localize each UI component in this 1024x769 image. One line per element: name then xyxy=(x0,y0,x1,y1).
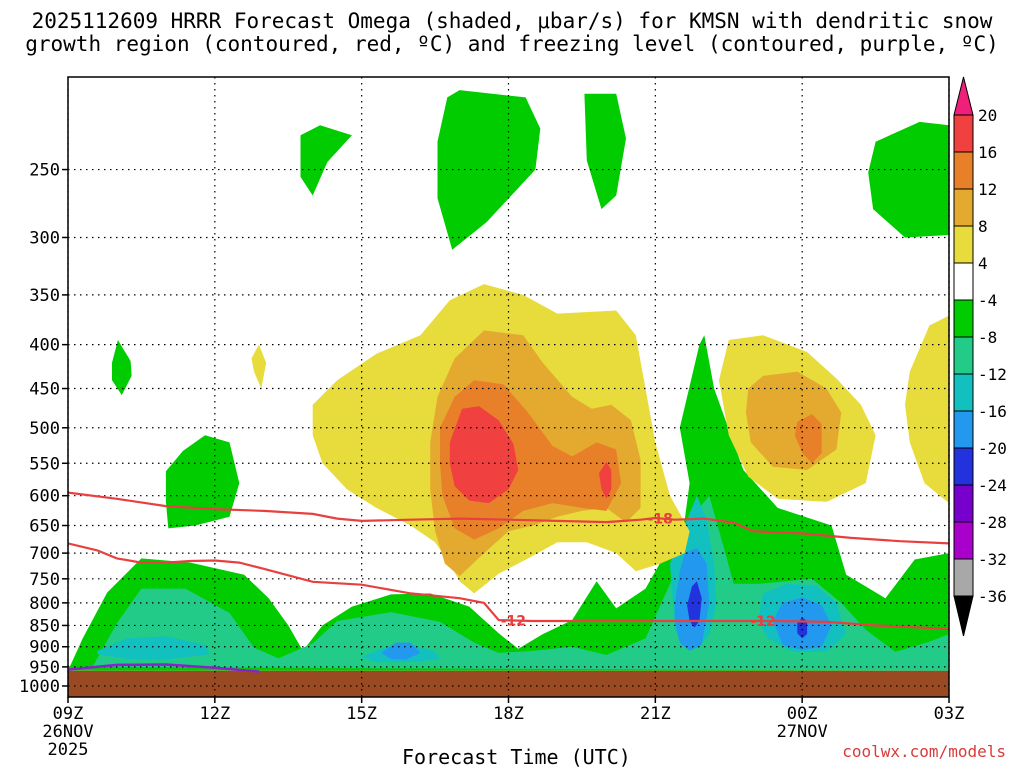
omega-region-16 xyxy=(797,617,808,639)
y-tick-label-1: 300 xyxy=(29,228,60,248)
omega-region-0 xyxy=(300,125,352,196)
y-tick-label-8: 650 xyxy=(29,517,60,537)
omega-region-24 xyxy=(794,414,822,464)
omega-region-2 xyxy=(584,93,626,210)
x-tick-year-0: 2025 xyxy=(48,740,89,760)
omega-shading xyxy=(68,90,949,671)
colorbar-label-1: 16 xyxy=(978,143,997,162)
omega-region-7 xyxy=(92,495,949,671)
colorbar-swatch-9 xyxy=(953,410,974,449)
colorbar-label-4: 4 xyxy=(978,254,988,273)
colorbar-swatch-13 xyxy=(953,558,974,597)
y-tick-label-9: 700 xyxy=(29,544,60,564)
colorbar-label-3: 8 xyxy=(978,217,988,236)
colorbar: 20 16 12 8 4 -4 -8 -12 -16 -20 -24 -28 -32 -36 xyxy=(953,76,1007,637)
omega-region-8 xyxy=(97,636,210,660)
colorbar-top-arrow xyxy=(953,76,974,116)
omega-region-15 xyxy=(687,581,702,628)
colorbar-label-13: -36 xyxy=(978,587,1007,606)
y-tick-label-5: 500 xyxy=(29,419,60,439)
x-tick-label-4: 21Z xyxy=(640,704,671,724)
contour-lines: -18 -12 -12 xyxy=(68,491,949,673)
colorbar-label-5: -4 xyxy=(978,291,997,310)
colorbar-swatch-12 xyxy=(953,521,974,560)
colorbar-label-6: -8 xyxy=(978,328,997,347)
x-tick-label-5: 00Z xyxy=(787,704,818,724)
omega-region-5 xyxy=(165,435,240,529)
dendritic-contour-label-0-0: -18 xyxy=(648,511,673,527)
colorbar-swatch-7 xyxy=(953,336,974,375)
y-tick-label-7: 600 xyxy=(29,487,60,507)
colorbar-swatch-2 xyxy=(953,151,974,190)
colorbar-swatch-11 xyxy=(953,484,974,523)
y-tick-label-3: 400 xyxy=(29,336,60,356)
y-tick-label-13: 900 xyxy=(29,638,60,658)
colorbar-swatch-3 xyxy=(953,188,974,227)
colorbar-label-7: -12 xyxy=(978,365,1007,384)
omega-region-20 xyxy=(905,315,949,504)
colorbar-swatch-10 xyxy=(953,447,974,486)
x-tick-label-3: 18Z xyxy=(493,704,524,724)
omega-region-25 xyxy=(449,406,519,504)
x-axis-label: Forecast Time (UTC) xyxy=(402,745,631,769)
colorbar-bottom-arrow xyxy=(953,595,974,637)
x-tick-label-1: 12Z xyxy=(199,704,230,724)
chart-title-line-2: growth region (contoured, red, ºC) and f… xyxy=(25,32,999,56)
colorbar-label-10: -24 xyxy=(978,476,1007,495)
dendritic-contour-0 xyxy=(68,491,949,545)
colorbar-swatch-5 xyxy=(953,262,974,301)
y-tick-label-15: 1000 xyxy=(19,677,60,697)
y-tick-label-6: 550 xyxy=(29,454,60,474)
x-tick-label-6: 03Z xyxy=(934,704,965,724)
omega-region-4 xyxy=(112,340,132,396)
y-tick-label-2: 350 xyxy=(29,286,60,306)
x-tick-date-5: 27NOV xyxy=(777,722,828,742)
y-tick-label-11: 800 xyxy=(29,594,60,614)
dendritic-contour-1 xyxy=(68,542,949,630)
colorbar-swatch-1 xyxy=(953,114,974,153)
colorbar-swatch-8 xyxy=(953,373,974,412)
y-tick-label-14: 950 xyxy=(29,658,60,678)
colorbar-swatch-6 xyxy=(953,299,974,338)
x-tick-label-2: 15Z xyxy=(346,704,377,724)
colorbar-label-12: -32 xyxy=(978,550,1007,569)
chart-title-line-1: 2025112609 HRRR Forecast Omega (shaded, … xyxy=(31,9,993,33)
dendritic-contour-label-1-1: -12 xyxy=(750,614,775,630)
colorbar-swatch-4 xyxy=(953,225,974,264)
y-tick-label-10: 750 xyxy=(29,570,60,590)
y-tick-label-12: 850 xyxy=(29,616,60,636)
credit-link[interactable]: coolwx.com/models xyxy=(842,742,1006,761)
freezing-level-contour xyxy=(68,663,260,673)
axes: 2503003504004505005506006507007508008509… xyxy=(19,161,964,760)
y-tick-label-4: 450 xyxy=(29,380,60,400)
colorbar-label-0: 20 xyxy=(978,106,997,125)
colorbar-label-8: -16 xyxy=(978,402,1007,421)
omega-region-18 xyxy=(251,344,267,389)
colorbar-label-2: 12 xyxy=(978,180,997,199)
dendritic-contour-label-1-0: -12 xyxy=(501,614,526,630)
colorbar-label-9: -20 xyxy=(978,439,1007,458)
omega-region-3 xyxy=(868,121,949,238)
omega-region-26 xyxy=(599,461,612,499)
x-tick-label-0: 09Z xyxy=(53,704,84,724)
x-tick-date-0: 26NOV xyxy=(42,722,93,742)
y-tick-label-0: 250 xyxy=(29,161,60,181)
colorbar-label-11: -28 xyxy=(978,513,1007,532)
